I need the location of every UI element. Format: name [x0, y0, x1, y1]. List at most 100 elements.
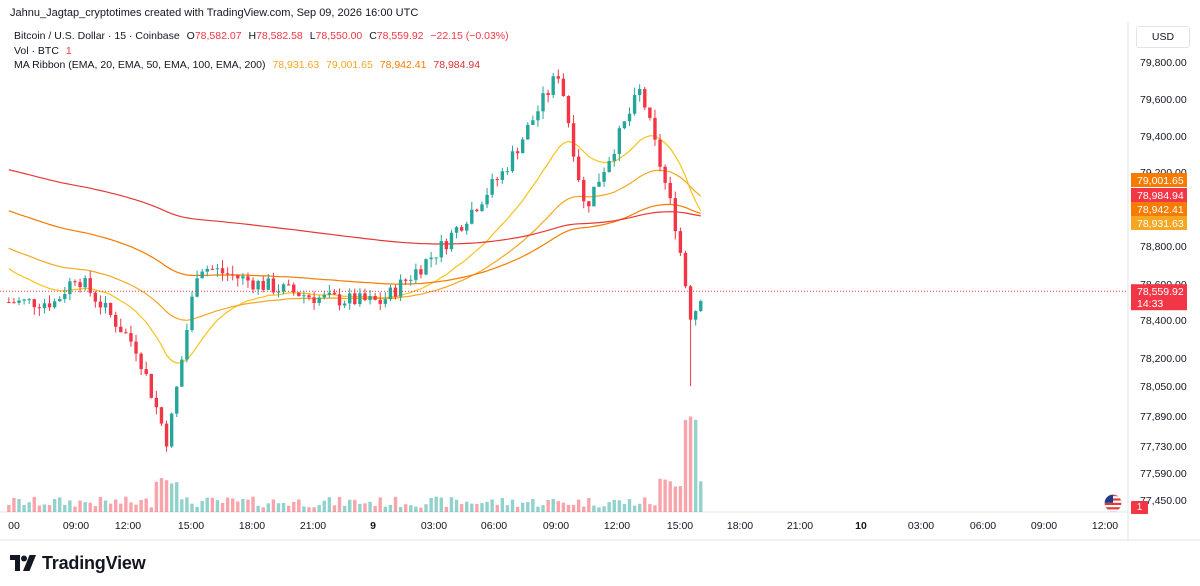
- candle-body: [159, 407, 164, 424]
- time-tick-label: 21:00: [787, 520, 813, 532]
- candle-body: [480, 204, 484, 212]
- price-tick-label: 77,730.00: [1140, 441, 1187, 453]
- volume-bar: [490, 499, 494, 512]
- candle-body: [627, 113, 632, 122]
- volume-bar: [251, 496, 255, 512]
- candle-body: [393, 287, 398, 297]
- us-flag-icon[interactable]: [1104, 494, 1122, 512]
- volume-bar: [444, 506, 449, 512]
- candle-body: [302, 295, 306, 297]
- volume-bar: [73, 506, 77, 512]
- candle-body: [536, 111, 540, 121]
- volume-bar: [602, 506, 606, 512]
- symbol-title[interactable]: Bitcoin / U.S. Dollar · 15 · Coinbase: [14, 30, 180, 42]
- candle-body: [602, 172, 606, 182]
- candle-body: [434, 257, 438, 259]
- volume-bar: [414, 506, 418, 512]
- volume-bar: [368, 501, 372, 512]
- candle-body: [134, 341, 138, 354]
- volume-bar: [22, 505, 26, 512]
- time-tick-label: 18:00: [727, 520, 753, 532]
- volume-bar: [246, 499, 250, 512]
- time-tick-label: 12:00: [604, 520, 630, 532]
- currency-selector[interactable]: USD: [1136, 26, 1190, 48]
- volume-bar: [195, 506, 199, 512]
- candle-body: [551, 76, 555, 95]
- volume-bar: [439, 497, 443, 512]
- volume-bar: [485, 501, 489, 512]
- volume-bar: [297, 499, 301, 512]
- candle-body: [485, 194, 489, 205]
- time-axis[interactable]: 00 09:00 12:00 15:00 18:00 21:00 9 03:00 06:00 09…: [8, 520, 1118, 532]
- time-tick-label: 15:00: [667, 520, 693, 532]
- volume-bar: [683, 419, 688, 512]
- candle-body: [470, 209, 474, 224]
- volume-bar: [526, 502, 530, 512]
- volume-bar: [47, 505, 52, 512]
- price-badge: [1131, 216, 1187, 230]
- candle-body: [190, 296, 194, 331]
- countdown-label: 14:33: [1137, 298, 1163, 310]
- candle-body: [215, 268, 220, 270]
- candle-body: [541, 93, 545, 112]
- volume-bar: [566, 504, 571, 512]
- price-axis[interactable]: 79,800.0079,600.0079,400.0079,200.0078,8…: [1131, 57, 1187, 507]
- time-tick-label: 12:00: [115, 520, 141, 532]
- volume-bar: [378, 497, 382, 512]
- candle-body: [607, 160, 611, 173]
- volume-bar: [653, 505, 657, 512]
- volume-bar: [276, 503, 281, 512]
- candle-body: [241, 276, 245, 279]
- volume-bar: [342, 505, 347, 512]
- candle-body: [363, 293, 367, 301]
- ema-100-line: [8, 203, 701, 285]
- candle-body: [22, 299, 26, 301]
- volume-bar: [668, 481, 672, 512]
- volume-bar: [175, 482, 179, 512]
- candle-body: [78, 282, 82, 288]
- candle-body: [617, 128, 622, 154]
- volume-bar: [149, 507, 153, 512]
- volume-bar: [180, 499, 184, 512]
- candle-body: [348, 293, 352, 304]
- open-label: O: [186, 30, 195, 42]
- volume-bar: [470, 503, 474, 512]
- tradingview-brand[interactable]: TradingView: [42, 552, 146, 573]
- candle-body: [37, 307, 42, 309]
- last-price-label: 78,559.92: [1137, 286, 1184, 298]
- legend-ma-row: MA Ribbon (EMA, 20, EMA, 50, EMA, 100, E…: [14, 58, 513, 73]
- candle-body: [648, 107, 652, 118]
- volume-bar: [93, 506, 98, 512]
- volume-bar: [266, 503, 271, 512]
- candle-body: [225, 273, 230, 275]
- candle-body: [490, 179, 494, 195]
- volume-bar: [292, 501, 296, 512]
- candle-body: [7, 302, 11, 303]
- candle-body: [103, 302, 108, 308]
- candle-body: [68, 281, 72, 295]
- candle-body: [47, 303, 52, 308]
- volume-bar: [190, 503, 194, 512]
- volume-bar: [419, 507, 423, 512]
- last-price-badge: [1131, 284, 1187, 311]
- candle-body: [414, 269, 418, 280]
- price-badge-label: 78,942.41: [1137, 204, 1184, 216]
- legend-ohlc-row: Bitcoin / U.S. Dollar · 15 · Coinbase O7…: [14, 29, 513, 44]
- price-badge: [1131, 188, 1187, 202]
- candle-body: [597, 181, 601, 187]
- volume-bar: [607, 502, 611, 512]
- volume-bar: [373, 506, 377, 512]
- candle-body: [459, 227, 464, 231]
- volume-bar: [312, 507, 316, 512]
- price-badge-label: 78,984.94: [1137, 190, 1184, 202]
- volume-bar: [281, 503, 286, 512]
- volume-bar: [582, 506, 586, 512]
- ma-ribbon-label[interactable]: MA Ribbon (EMA, 20, EMA, 50, EMA, 100, E…: [14, 59, 266, 71]
- candle-body: [205, 268, 209, 272]
- volume-bar: [63, 505, 67, 512]
- candle-body: [276, 291, 281, 293]
- volume-label[interactable]: Vol · BTC: [14, 44, 59, 57]
- candle-body: [180, 359, 184, 387]
- volume-bar: [648, 504, 652, 512]
